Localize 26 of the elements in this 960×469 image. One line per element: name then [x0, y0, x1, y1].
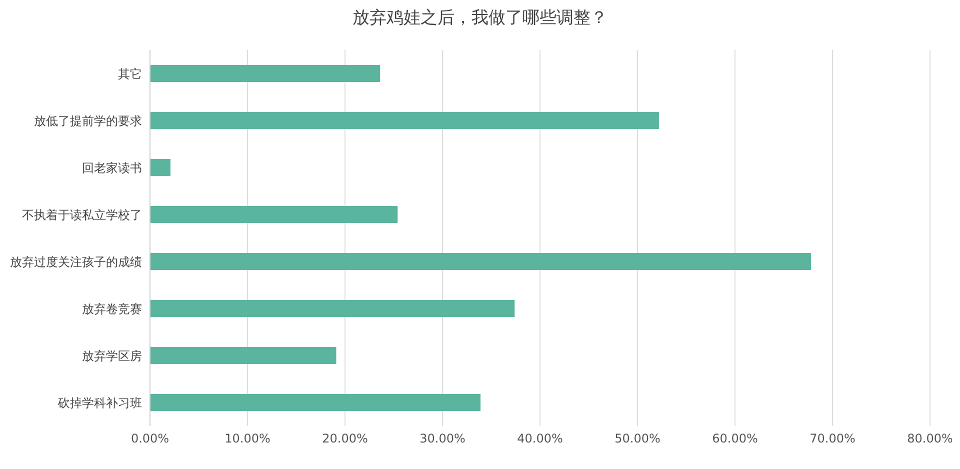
chart-title: 放弃鸡娃之后，我做了哪些调整？: [352, 8, 608, 30]
x-tick-label: 0.00%: [130, 432, 170, 446]
x-tick-label: 70.00%: [810, 432, 856, 446]
y-tick-label: 放低了提前学的要求: [34, 114, 142, 128]
x-tick-label: 20.00%: [322, 432, 368, 446]
x-tick-label: 60.00%: [712, 432, 758, 446]
bar: [150, 112, 659, 129]
x-tick-label: 10.00%: [224, 432, 270, 446]
x-tick-label: 80.00%: [907, 432, 953, 446]
y-tick-label: 放弃学区房: [82, 348, 142, 363]
bar: [150, 65, 380, 82]
bar: [150, 159, 170, 176]
bar: [150, 347, 336, 364]
bar: [150, 394, 481, 411]
bar: [150, 300, 515, 317]
x-tick-label: 40.00%: [517, 432, 563, 446]
y-tick-label: 放弃卷竞赛: [82, 302, 142, 316]
bar: [150, 253, 812, 270]
y-tick-label: 回老家读书: [82, 160, 142, 175]
y-tick-label: 放弃过度关注孩子的成绩: [10, 254, 142, 269]
y-tick-label: 其它: [118, 66, 142, 81]
y-tick-label: 不执着于读私立学校了: [22, 208, 142, 222]
x-tick-label: 30.00%: [420, 432, 466, 446]
x-tick-label: 50.00%: [614, 432, 660, 446]
bar: [150, 206, 398, 223]
y-tick-label: 砍掉学科补习班: [57, 396, 142, 410]
